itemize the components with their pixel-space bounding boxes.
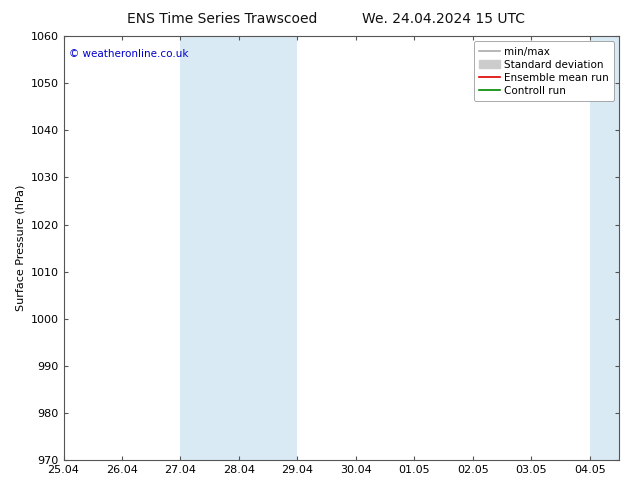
Text: ENS Time Series Trawscoed: ENS Time Series Trawscoed <box>127 12 317 26</box>
Y-axis label: Surface Pressure (hPa): Surface Pressure (hPa) <box>15 185 25 311</box>
Text: We. 24.04.2024 15 UTC: We. 24.04.2024 15 UTC <box>362 12 526 26</box>
Text: © weatheronline.co.uk: © weatheronline.co.uk <box>69 49 188 59</box>
Legend: min/max, Standard deviation, Ensemble mean run, Controll run: min/max, Standard deviation, Ensemble me… <box>474 41 614 101</box>
Bar <box>590 36 619 460</box>
Bar <box>181 36 297 460</box>
